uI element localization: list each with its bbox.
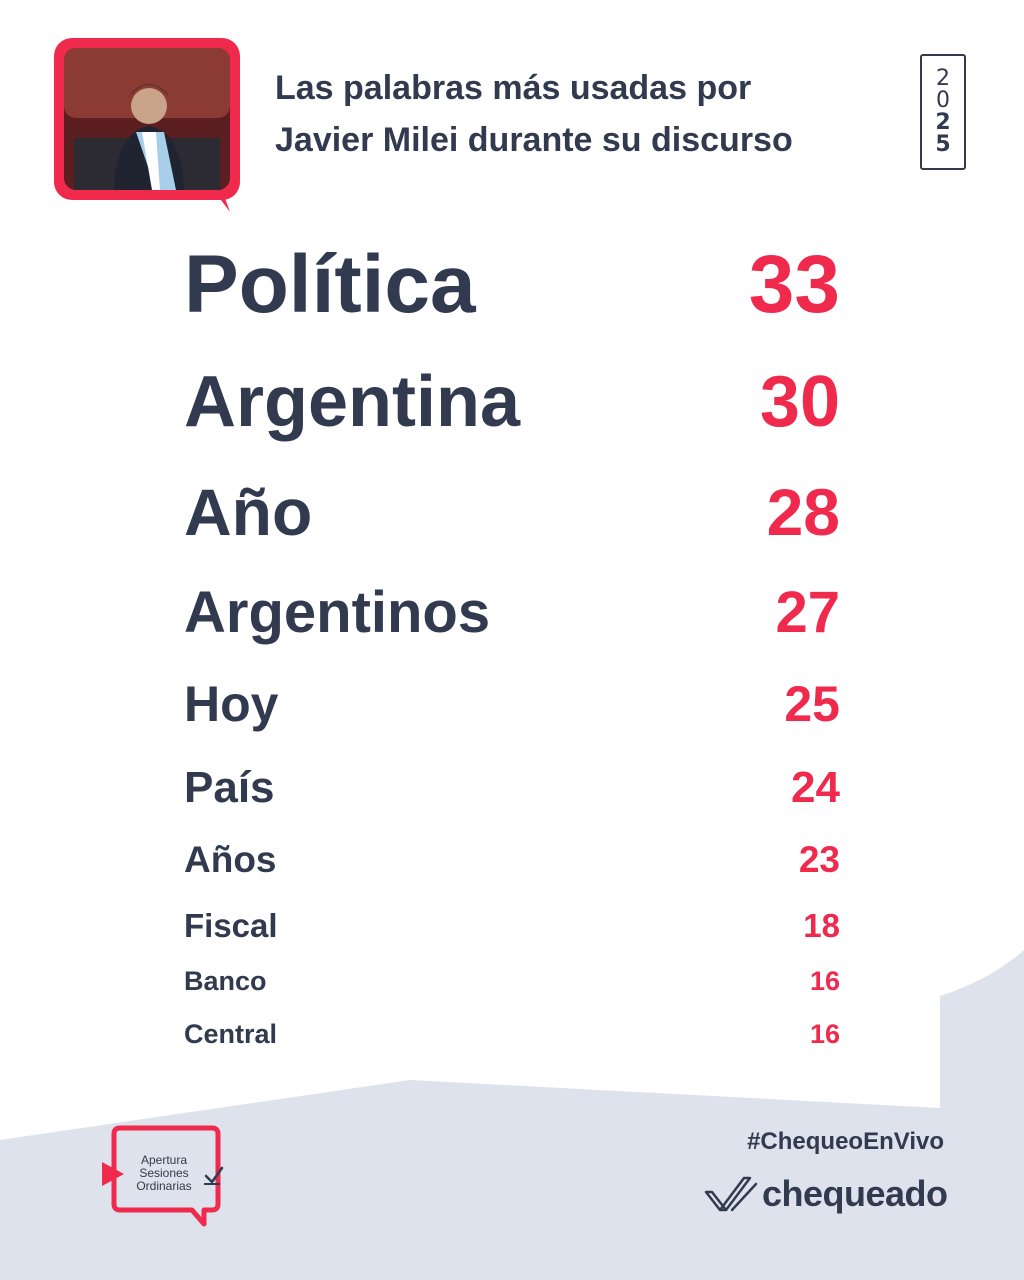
session-badge-icon <box>102 1125 224 1227</box>
ranking-word: Hoy <box>184 676 279 732</box>
ranking-word: Central <box>184 1018 278 1049</box>
session-label-line-1: Apertura <box>140 1153 188 1167</box>
ranking-count: 33 <box>748 239 840 330</box>
speaker-photo <box>54 38 240 212</box>
ranking-count: 30 <box>759 362 840 442</box>
session-badge-label: Apertura Sesiones Ordinarias <box>128 1154 200 1193</box>
brand-logo: chequeado <box>704 1166 954 1222</box>
ranking-word: Argentina <box>184 362 521 442</box>
ranking-row: Años 23 <box>184 838 840 882</box>
ranking-word: Fiscal <box>184 907 278 944</box>
ranking-row: País 24 <box>184 762 840 814</box>
ranking-count: 25 <box>784 676 840 732</box>
year-badge: 2 0 2 5 <box>920 54 966 170</box>
ranking-count: 24 <box>791 763 840 812</box>
year-digit-1: 2 <box>936 66 950 91</box>
ranking-row: Política 33 <box>184 239 840 330</box>
ranking-count: 28 <box>766 475 840 549</box>
ranking-word: Política <box>184 239 476 330</box>
ranking-count: 27 <box>775 579 840 645</box>
title-line-1: Las palabras más usadas por <box>275 69 752 107</box>
ranking-count: 16 <box>809 965 840 996</box>
year-digit-4: 5 <box>935 132 951 157</box>
ranking-row: Fiscal 18 <box>184 906 840 946</box>
ranking-row: Hoy 25 <box>184 674 840 734</box>
ranking-word: Año <box>184 475 313 549</box>
ranking-row: Año 28 <box>184 474 840 550</box>
year-digit-3: 2 <box>935 110 951 135</box>
ranking-word: Años <box>184 839 277 880</box>
ranking-row: Argentinos 27 <box>184 578 840 646</box>
hashtag: #ChequeoEnVivo <box>747 1128 944 1155</box>
ranking-row: Banco 16 <box>184 964 840 998</box>
brand-name: chequeado <box>762 1173 948 1214</box>
year-digit-2: 0 <box>936 88 950 113</box>
ranking-count: 23 <box>798 839 840 880</box>
ranking-count: 16 <box>809 1018 840 1049</box>
title-line-2: Javier Milei durante su discurso <box>275 121 793 159</box>
ranking-word: Argentinos <box>184 579 491 645</box>
ranking-word: Banco <box>184 965 267 996</box>
ranking-row: Argentina 30 <box>184 360 840 444</box>
session-label-line-3: Ordinarias <box>136 1179 192 1193</box>
ranking-word: País <box>184 763 275 812</box>
ranking-row: Central 16 <box>184 1017 840 1051</box>
ranking-count: 18 <box>803 907 840 944</box>
session-label-line-2: Sesiones <box>139 1166 189 1180</box>
check-logo-icon <box>704 1176 758 1212</box>
page-title: Las palabras más usadas por Javier Milei… <box>275 62 875 166</box>
